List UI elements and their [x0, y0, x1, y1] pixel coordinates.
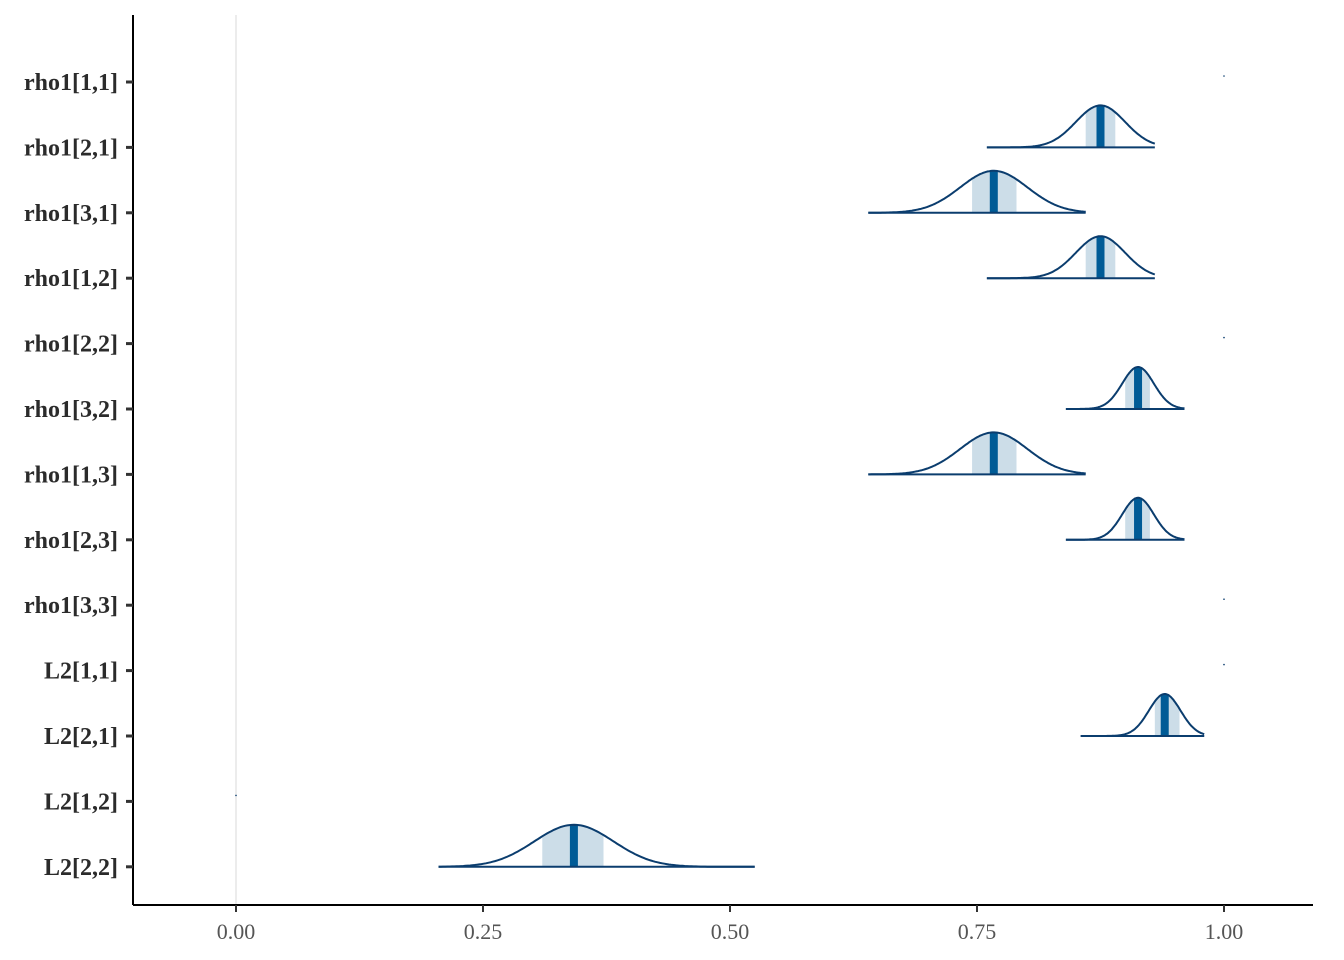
y-tick-label: L2[2,1] — [44, 724, 118, 750]
density-outline — [868, 431, 1086, 476]
x-tick-label: 0.25 — [464, 919, 503, 944]
median-bar — [989, 170, 998, 213]
y-tick-label: rho1[1,3] — [24, 462, 118, 488]
ridge-L2[1,2] — [235, 794, 237, 797]
y-tick-label: rho1[3,3] — [24, 593, 118, 619]
point-mass-mark — [1223, 75, 1225, 77]
ridge-rho1[2,1] — [986, 104, 1156, 149]
ridge-rho1[1,3] — [868, 431, 1086, 476]
y-tick-label: rho1[2,3] — [24, 528, 118, 554]
point-mass-mark — [1223, 663, 1225, 666]
x-tick-label: 0.75 — [958, 919, 997, 944]
ridge-rho1[1,2] — [986, 235, 1156, 280]
x-tick-label: 1.00 — [1205, 919, 1244, 944]
median-bar — [1134, 367, 1143, 409]
median-bar — [1096, 236, 1105, 279]
y-tick-label: rho1[2,1] — [24, 135, 118, 161]
ridge-rho1[2,3] — [1065, 496, 1185, 541]
y-tick-label: L2[1,2] — [44, 789, 118, 815]
ridge-rho1[3,2] — [1065, 366, 1185, 410]
ridge-L2[2,2] — [438, 823, 755, 868]
x-tick-label: 0.50 — [711, 919, 750, 944]
y-tick-label: L2[2,2] — [44, 855, 118, 881]
density-ridges — [235, 75, 1225, 868]
point-mass-mark — [235, 794, 237, 797]
median-bar — [1096, 105, 1105, 148]
point-mass-mark — [1223, 598, 1225, 600]
x-tick-label: 0.00 — [217, 919, 256, 944]
y-tick-label: rho1[1,2] — [24, 266, 118, 292]
density-outline — [986, 104, 1156, 149]
density-outline — [868, 169, 1086, 214]
density-outline — [986, 235, 1156, 280]
ridge-rho1[3,1] — [868, 169, 1086, 214]
y-tick-label: rho1[2,2] — [24, 332, 118, 358]
ridge-L2[1,1] — [1223, 663, 1225, 666]
median-bar — [1160, 694, 1169, 736]
median-bar — [989, 432, 998, 475]
y-tick-label: rho1[3,2] — [24, 397, 118, 423]
x-axis: 0.00 0.25 0.50 0.75 1.00 — [217, 905, 1244, 944]
median-bar — [1134, 497, 1143, 540]
ridge-rho1[3,3] — [1223, 598, 1225, 600]
y-axis: rho1[1,1] rho1[2,1] rho1[3,1] rho1[1,2] rho1… — [24, 70, 133, 881]
point-mass-mark — [1223, 336, 1225, 339]
y-tick-label: L2[1,1] — [44, 659, 118, 685]
y-tick-label: rho1[3,1] — [24, 201, 118, 227]
ridge-L2[2,1] — [1080, 693, 1205, 737]
y-tick-label: rho1[1,1] — [24, 70, 118, 96]
ridge-rho1[2,2] — [1223, 336, 1225, 339]
median-bar — [569, 824, 578, 867]
density-outline — [1080, 693, 1205, 737]
ridge-rho1[1,1] — [1223, 75, 1225, 77]
